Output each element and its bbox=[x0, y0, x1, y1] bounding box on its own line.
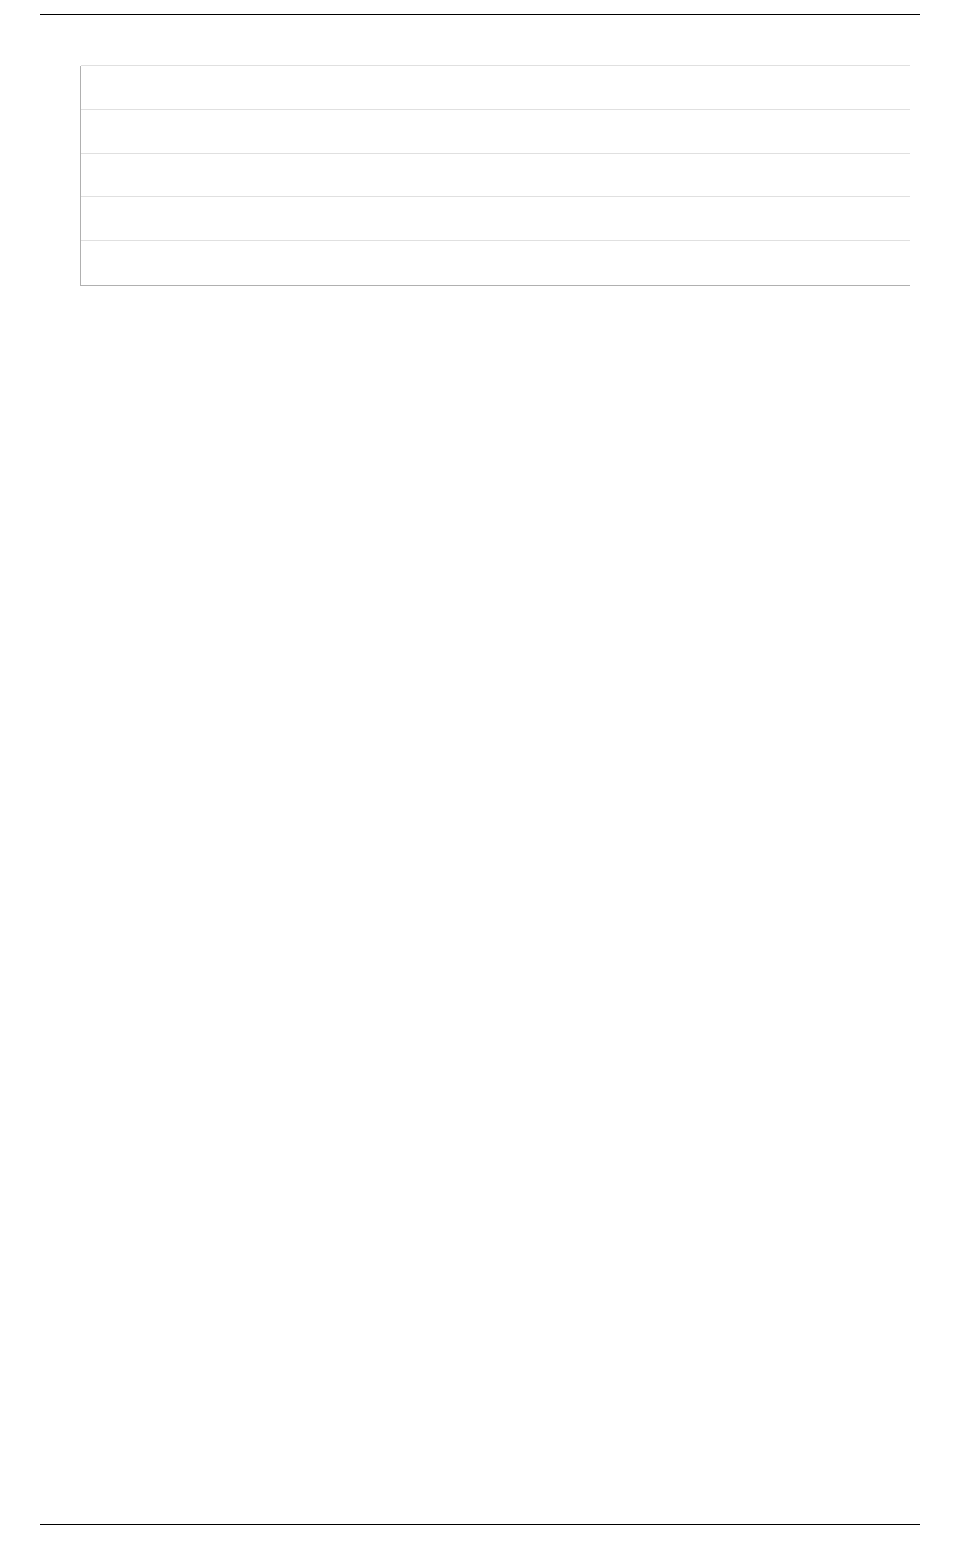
header-tagline bbox=[40, 14, 920, 16]
page-footer bbox=[0, 1523, 960, 1526]
chart-container bbox=[80, 66, 910, 286]
page-header bbox=[0, 0, 960, 16]
y-axis bbox=[31, 66, 81, 285]
bars-area bbox=[81, 66, 910, 285]
chart-section bbox=[0, 66, 960, 306]
footer-line-2 bbox=[40, 1525, 920, 1526]
x-labels bbox=[80, 286, 910, 306]
